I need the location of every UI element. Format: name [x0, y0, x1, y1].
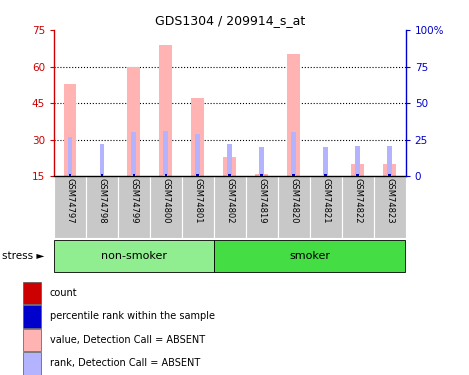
- Bar: [228, 175, 232, 176]
- Bar: [164, 131, 168, 176]
- Bar: [259, 147, 264, 176]
- Bar: [150, 176, 182, 238]
- Bar: [323, 147, 328, 176]
- Bar: [292, 175, 295, 176]
- Bar: [133, 174, 135, 176]
- Text: non-smoker: non-smoker: [101, 251, 167, 261]
- Text: GSM74798: GSM74798: [98, 178, 106, 224]
- Bar: [128, 67, 140, 176]
- Bar: [223, 157, 236, 176]
- Text: rank, Detection Call = ABSENT: rank, Detection Call = ABSENT: [50, 358, 200, 368]
- Bar: [291, 132, 296, 176]
- Bar: [356, 174, 359, 176]
- Bar: [374, 176, 406, 238]
- Bar: [383, 164, 396, 176]
- Bar: [256, 174, 268, 176]
- Text: percentile rank within the sample: percentile rank within the sample: [50, 311, 215, 321]
- Bar: [164, 175, 168, 176]
- Bar: [23, 282, 41, 304]
- Bar: [68, 175, 72, 176]
- Bar: [310, 176, 341, 238]
- Bar: [68, 174, 71, 176]
- Bar: [159, 45, 172, 176]
- Text: smoker: smoker: [289, 251, 330, 261]
- Bar: [165, 174, 167, 176]
- Bar: [100, 174, 103, 176]
- Text: GSM74822: GSM74822: [353, 178, 362, 224]
- Text: count: count: [50, 288, 77, 298]
- Bar: [23, 352, 41, 375]
- Bar: [287, 54, 300, 176]
- Text: GSM74823: GSM74823: [385, 178, 394, 224]
- Bar: [86, 176, 118, 238]
- Bar: [356, 175, 360, 176]
- Bar: [342, 176, 373, 238]
- Bar: [387, 146, 392, 176]
- Bar: [23, 305, 41, 328]
- Text: GSM74799: GSM74799: [129, 178, 138, 224]
- Title: GDS1304 / 209914_s_at: GDS1304 / 209914_s_at: [155, 15, 305, 27]
- Bar: [351, 164, 364, 176]
- Bar: [131, 132, 136, 176]
- Text: GSM74821: GSM74821: [321, 178, 330, 224]
- Bar: [260, 175, 264, 176]
- Bar: [23, 328, 41, 351]
- Bar: [54, 176, 86, 238]
- Bar: [118, 176, 150, 238]
- Text: GSM74800: GSM74800: [161, 178, 170, 224]
- Bar: [325, 174, 327, 176]
- Bar: [214, 176, 246, 238]
- Bar: [388, 174, 391, 176]
- Bar: [246, 176, 278, 238]
- Bar: [196, 175, 200, 176]
- Text: GSM74819: GSM74819: [257, 178, 266, 224]
- Bar: [54, 240, 214, 272]
- Bar: [197, 174, 199, 176]
- Bar: [63, 84, 76, 176]
- Bar: [196, 134, 200, 176]
- Bar: [293, 174, 295, 176]
- Text: value, Detection Call = ABSENT: value, Detection Call = ABSENT: [50, 335, 205, 345]
- Bar: [68, 137, 72, 176]
- Bar: [228, 174, 231, 176]
- Bar: [214, 240, 405, 272]
- Bar: [388, 175, 392, 176]
- Bar: [191, 98, 204, 176]
- Bar: [100, 175, 104, 176]
- Bar: [99, 144, 104, 176]
- Text: GSM74797: GSM74797: [65, 178, 75, 224]
- Text: GSM74801: GSM74801: [193, 178, 202, 224]
- Bar: [356, 146, 360, 176]
- Text: GSM74820: GSM74820: [289, 178, 298, 224]
- Bar: [260, 174, 263, 176]
- Bar: [182, 176, 214, 238]
- Text: stress ►: stress ►: [2, 251, 45, 261]
- Bar: [278, 176, 310, 238]
- Bar: [324, 175, 328, 176]
- Text: GSM74802: GSM74802: [225, 178, 234, 224]
- Bar: [132, 175, 136, 176]
- Bar: [227, 144, 232, 176]
